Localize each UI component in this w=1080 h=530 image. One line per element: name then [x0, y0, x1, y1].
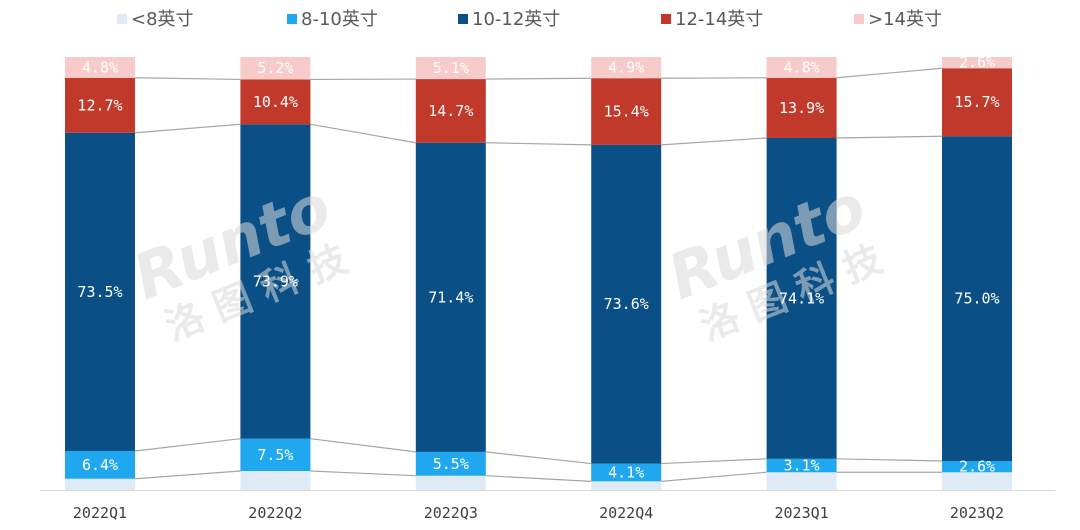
bar-10-12in-2023Q2	[942, 136, 1012, 461]
series-line-10-12in-4	[836, 135, 943, 139]
bar-8-10in-2022Q1	[65, 451, 135, 479]
data-label-gt14in-2022Q4: 4.9%	[608, 59, 644, 77]
legend-swatch	[661, 14, 671, 24]
legend-swatch	[854, 14, 864, 24]
data-label-10-12in-2023Q2: 75.0%	[954, 290, 999, 308]
data-label-12-14in-2023Q2: 15.7%	[954, 93, 999, 111]
bar-12-14in-2022Q3	[415, 79, 486, 143]
bar-8-10in-2022Q3	[415, 451, 486, 476]
series-line-12-14in-2	[485, 77, 592, 80]
bar-10-12in-2022Q1	[65, 132, 135, 452]
x-tick-label-2023Q2: 2023Q2	[950, 504, 1004, 522]
series-line-8-10in-4	[836, 458, 943, 462]
bar-gt14in-2023Q1	[766, 57, 837, 78]
bar-12-14in-2022Q4	[591, 78, 662, 145]
data-label-10-12in-2022Q3: 71.4%	[428, 288, 473, 306]
bar-8-10in-2022Q4	[591, 463, 662, 482]
legend-item-gt14in: >14英寸	[854, 9, 942, 30]
x-tick-label-2022Q3: 2022Q3	[424, 504, 478, 522]
bar-lt8in-2022Q4	[591, 481, 662, 490]
series-line-lt8in-3	[661, 471, 767, 482]
legend-item-lt8in: <8英寸	[117, 9, 194, 30]
series-line-12-14in-4	[836, 67, 943, 79]
bar-gt14in-2022Q1	[65, 57, 135, 78]
data-label-8-10in-2022Q3: 5.5%	[433, 455, 469, 473]
series-line-lt8in-2	[485, 475, 592, 482]
bar-8-10in-2023Q2	[942, 460, 1012, 473]
series-line-8-10in-1	[310, 438, 416, 453]
bar-gt14in-2022Q4	[591, 57, 662, 79]
series-line-lt8in-0	[134, 470, 241, 480]
bar-gt14in-2023Q2	[942, 57, 1012, 69]
bars-layer	[65, 57, 1012, 490]
series-line-10-12in-3	[661, 137, 767, 146]
series-line-10-12in-0	[134, 123, 241, 134]
bar-12-14in-2022Q1	[65, 77, 135, 133]
series-line-10-12in-2	[485, 142, 592, 146]
series-line-8-10in-0	[134, 438, 241, 452]
x-tick-label-2022Q2: 2022Q2	[248, 504, 302, 522]
data-label-12-14in-2022Q3: 14.7%	[428, 102, 473, 120]
legend-label: 10-12英寸	[472, 9, 560, 30]
legend-label: 12-14英寸	[675, 9, 763, 30]
bar-10-12in-2023Q1	[766, 137, 837, 459]
legend-swatch	[458, 14, 468, 24]
data-label-8-10in-2022Q1: 6.4%	[82, 456, 118, 474]
bar-gt14in-2022Q3	[415, 57, 486, 80]
series-line-10-12in-1	[310, 123, 416, 144]
legend-label: <8英寸	[131, 9, 194, 30]
data-label-8-10in-2022Q4: 4.1%	[608, 463, 644, 481]
bar-12-14in-2023Q1	[766, 77, 837, 138]
bar-lt8in-2023Q1	[766, 472, 837, 490]
bar-gt14in-2022Q2	[240, 57, 311, 80]
x-tick-label-2023Q1: 2023Q1	[775, 504, 829, 522]
data-labels: 6.4% 7.5% 5.5% 4.1% 3.1% 2.6% 73.5% 73.9% 71.4% 7…	[77, 54, 999, 482]
bar-12-14in-2022Q2	[240, 79, 311, 125]
data-label-gt14in-2022Q3: 5.1%	[433, 59, 469, 77]
data-label-8-10in-2023Q1: 3.1%	[784, 457, 820, 475]
series-line-lt8in-1	[310, 470, 416, 477]
data-label-12-14in-2022Q4: 15.4%	[604, 103, 649, 121]
bar-lt8in-2022Q1	[65, 478, 135, 490]
legend-item-12-14in: 12-14英寸	[661, 9, 763, 30]
bar-8-10in-2023Q1	[766, 458, 837, 473]
series-line-8-10in-3	[661, 458, 767, 465]
x-axis-tick-labels: 2022Q1 2022Q2 2022Q3 2022Q4 2023Q1 2023Q2	[73, 504, 1004, 522]
data-label-12-14in-2022Q2: 10.4%	[253, 93, 298, 111]
bar-lt8in-2022Q2	[240, 471, 311, 490]
data-label-gt14in-2023Q1: 4.8%	[784, 58, 820, 76]
legend-item-8-10in: 8-10英寸	[287, 9, 378, 30]
bar-lt8in-2023Q2	[942, 472, 1012, 490]
bar-lt8in-2022Q3	[415, 475, 486, 490]
legend-item-10-12in: 10-12英寸	[458, 9, 560, 30]
data-label-10-12in-2022Q2: 73.9%	[253, 272, 298, 290]
data-label-gt14in-2023Q2: 2.6%	[959, 54, 995, 72]
legend-swatch	[117, 14, 127, 24]
legend-label: >14英寸	[868, 9, 942, 30]
series-connector-lines	[134, 67, 943, 482]
data-label-12-14in-2023Q1: 13.9%	[779, 99, 824, 117]
legend: <8英寸 8-10英寸 10-12英寸 12-14英寸 >14英寸	[117, 9, 942, 30]
bar-10-12in-2022Q2	[240, 124, 311, 439]
bar-8-10in-2022Q2	[240, 438, 311, 472]
data-label-10-12in-2023Q1: 74.1%	[779, 289, 824, 307]
bar-12-14in-2023Q2	[942, 68, 1012, 137]
data-label-8-10in-2023Q2: 2.6%	[959, 458, 995, 476]
series-line-8-10in-2	[485, 451, 592, 465]
legend-label: 8-10英寸	[301, 9, 378, 30]
legend-swatch	[287, 14, 297, 24]
x-tick-label-2022Q4: 2022Q4	[599, 504, 653, 522]
x-tick-label-2022Q1: 2022Q1	[73, 504, 127, 522]
data-label-12-14in-2022Q1: 12.7%	[77, 96, 122, 114]
bar-10-12in-2022Q4	[591, 144, 662, 464]
data-label-10-12in-2022Q4: 73.6%	[604, 295, 649, 313]
data-label-8-10in-2022Q2: 7.5%	[257, 446, 293, 464]
data-label-10-12in-2022Q1: 73.5%	[77, 283, 122, 301]
data-label-gt14in-2022Q2: 5.2%	[257, 59, 293, 77]
series-line-12-14in-0	[134, 77, 241, 81]
bar-10-12in-2022Q3	[415, 142, 486, 452]
data-label-gt14in-2022Q1: 4.8%	[82, 58, 118, 76]
